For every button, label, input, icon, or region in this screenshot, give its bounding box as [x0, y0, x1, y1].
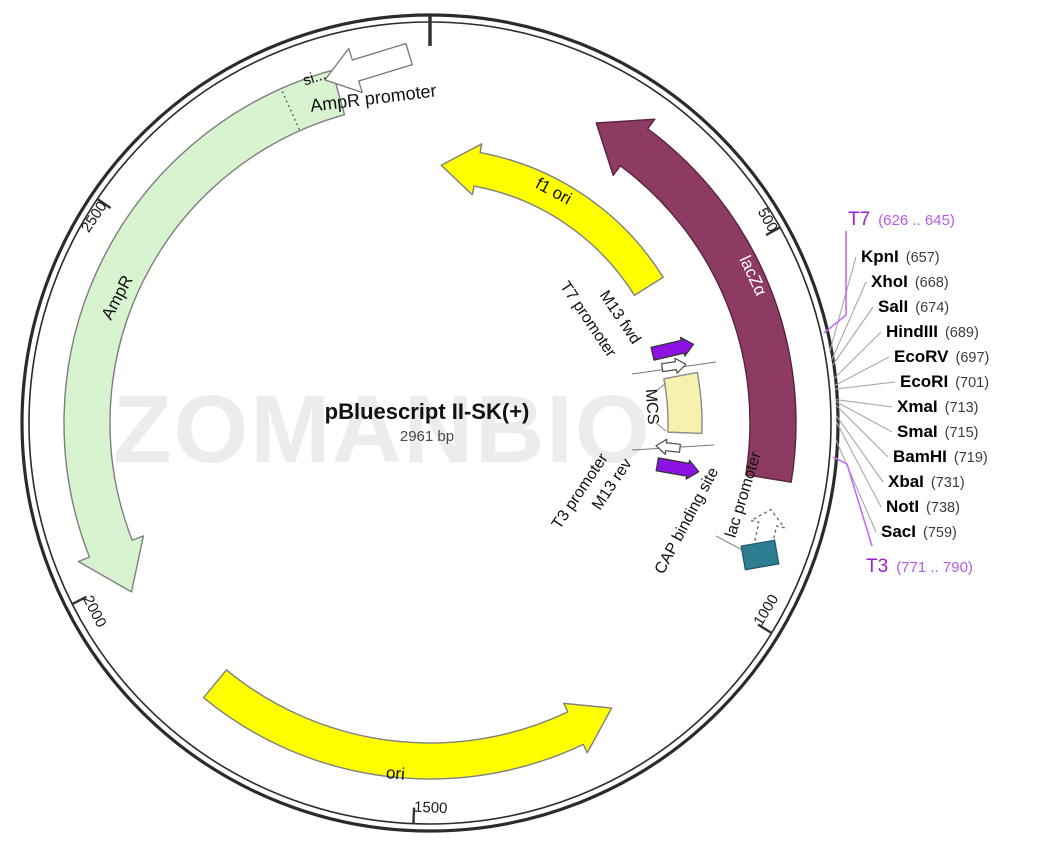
feature-t7-promoter[interactable]	[650, 335, 695, 363]
mcs-label: MCS	[642, 388, 661, 425]
site-line-t3	[832, 456, 873, 547]
site-label-xhoi[interactable]: XhoI (668)	[871, 272, 949, 291]
site-line-xbai	[835, 414, 884, 483]
tick-500	[765, 226, 781, 237]
plasmid-title: pBluescript II-SK(+)	[325, 399, 530, 424]
feature-f1-ori[interactable]	[440, 143, 664, 296]
tick-1000	[757, 623, 773, 635]
feature-m13-rev[interactable]	[655, 438, 682, 455]
site-line-kpni	[829, 256, 857, 352]
tick-label-1500: 1500	[414, 799, 448, 817]
site-label-smai[interactable]: SmaI (715)	[897, 422, 979, 441]
site-line-xhoi	[830, 281, 867, 362]
site-label-t7[interactable]: T7 (626 .. 645)	[848, 209, 955, 230]
leader-line-1	[655, 422, 667, 432]
ori-label: ori	[385, 763, 405, 784]
site-line-t7	[823, 231, 847, 334]
site-line-xmai	[835, 398, 893, 408]
tick-2500	[96, 198, 112, 209]
feature-ori[interactable]	[202, 669, 613, 780]
feature-mcs[interactable]	[663, 371, 703, 435]
feature-laczalpha[interactable]	[595, 118, 797, 483]
feature-ampr-promoter[interactable]	[318, 32, 416, 102]
watermark: ZOMANBIO	[113, 376, 652, 483]
site-label-saci[interactable]: SacI (759)	[881, 522, 957, 541]
site-line-ecorv	[834, 356, 890, 387]
feature-t3-promoter[interactable]	[655, 455, 701, 481]
feature-separator-ampr	[280, 89, 300, 130]
signal-label: si...	[301, 66, 328, 89]
site-label-sali[interactable]: SalI (674)	[878, 297, 949, 316]
site-line-bamhi	[835, 404, 889, 458]
site-line-hindiii	[833, 331, 882, 380]
site-line-saci	[835, 438, 877, 533]
site-label-xbai[interactable]: XbaI (731)	[888, 472, 965, 491]
site-label-kpni[interactable]: KpnI (657)	[861, 247, 940, 266]
site-label-ecori[interactable]: EcoRI (701)	[900, 372, 989, 391]
feature-cap-binding-site[interactable]	[740, 539, 780, 571]
site-label-hindiii[interactable]: HindIII (689)	[886, 322, 979, 341]
site-line-ecori	[834, 381, 896, 390]
feature-m13-fwd[interactable]	[660, 357, 687, 375]
site-label-xmai[interactable]: XmaI (713)	[897, 397, 979, 416]
site-line-sali	[831, 306, 874, 367]
site-label-bamhi[interactable]: BamHI (719)	[893, 447, 988, 466]
site-line-noti	[835, 420, 882, 508]
site-label-noti[interactable]: NotI (738)	[886, 497, 960, 516]
tick-1500	[412, 807, 416, 824]
tick-2000	[71, 595, 88, 606]
leader-line-2	[715, 535, 745, 552]
leader-line-0	[655, 382, 667, 392]
site-label-t3[interactable]: T3 (771 .. 790)	[866, 556, 973, 577]
plasmid-size: 2961 bp	[400, 428, 454, 445]
site-line-smai	[835, 400, 893, 433]
site-label-ecorv[interactable]: EcoRV (697)	[894, 347, 989, 366]
